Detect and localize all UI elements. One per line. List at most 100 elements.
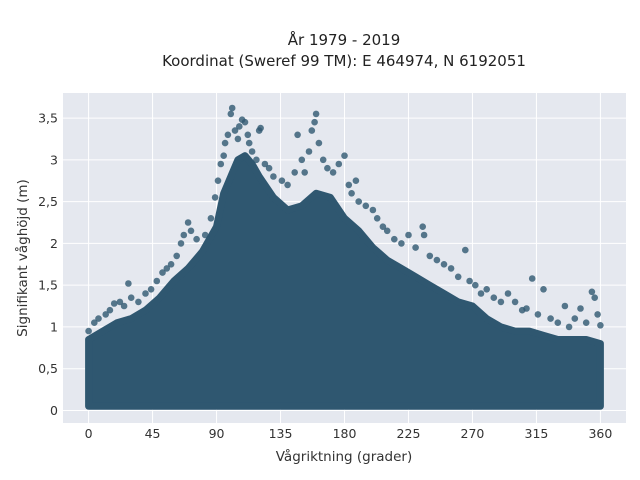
scatter-point [106, 306, 114, 314]
scatter-point [159, 269, 166, 276]
scatter-point [91, 319, 98, 327]
y-tick-label: 2 [50, 236, 58, 251]
scatter-point [221, 139, 229, 147]
scatter-point [173, 252, 180, 260]
scatter-point [483, 286, 491, 293]
scatter-point [597, 322, 604, 329]
scatter-point [253, 156, 260, 164]
y-tick-label: 3 [50, 152, 58, 167]
scatter-point [278, 177, 286, 184]
y-tick-label: 3,5 [38, 111, 58, 126]
scatter-point [308, 127, 316, 134]
scatter-point [305, 148, 313, 155]
scatter-point [167, 261, 175, 268]
scatter-point [228, 104, 236, 112]
x-tick-label: 135 [269, 426, 293, 441]
scatter-point [236, 123, 243, 130]
scatter-point [419, 223, 427, 230]
scatter-point [561, 302, 569, 310]
scatter-point [294, 131, 301, 139]
scatter-point [211, 194, 219, 201]
scatter-point [345, 181, 353, 189]
scatter-point [591, 294, 598, 302]
x-tick-label: 180 [333, 426, 357, 441]
y-axis-label: Signifikant våghöjd (m) [14, 179, 31, 337]
scatter-point [116, 298, 124, 306]
scatter-point [110, 300, 118, 307]
scatter-point [511, 298, 519, 306]
scatter-point [224, 131, 232, 139]
scatter-point [565, 323, 573, 331]
scatter-point [466, 277, 473, 285]
scatter-point [187, 227, 195, 235]
scatter-point [120, 302, 128, 310]
y-tick-label: 1 [50, 319, 58, 334]
scatter-point [373, 215, 381, 222]
scatter-point [369, 206, 377, 214]
scatter-point [257, 124, 264, 132]
scatter-point [324, 164, 331, 172]
scatter-point [319, 156, 327, 164]
scatter-density-body [85, 152, 604, 410]
scatter-point [220, 152, 227, 159]
y-tick-label: 2,5 [38, 194, 58, 209]
scatter-point [153, 277, 161, 285]
scatter-point [335, 160, 343, 168]
x-tick-label: 0 [85, 426, 93, 441]
scatter-point [329, 169, 337, 176]
scatter-point [201, 231, 209, 239]
chart-title-line-2: Koordinat (Sweref 99 TM): E 464974, N 61… [162, 52, 526, 70]
scatter-point [582, 319, 590, 327]
scatter-point [245, 139, 253, 147]
scatter-point [540, 286, 547, 293]
scatter-point [244, 131, 252, 139]
scatter-point [241, 118, 249, 126]
x-tick-label: 360 [588, 426, 612, 441]
scatter-point [405, 231, 412, 239]
y-tick-label: 1,5 [38, 278, 58, 293]
chart-title-line-1: År 1979 - 2019 [288, 30, 401, 49]
scatter-point [440, 261, 448, 268]
scatter-point [594, 311, 601, 318]
scatter-point [472, 281, 479, 289]
scatter-point [352, 177, 360, 184]
scatter-point [291, 169, 299, 176]
scatter-point [348, 190, 355, 197]
x-tick-label: 225 [397, 426, 421, 441]
scatter-point [462, 246, 469, 254]
scatter-point [534, 311, 542, 318]
scatter-point [523, 305, 530, 312]
scatter-point [355, 198, 363, 205]
x-tick-label: 315 [525, 426, 549, 441]
scatter-point [577, 305, 584, 312]
scatter-point [163, 265, 171, 272]
scatter-point [284, 181, 291, 189]
x-tick-label: 45 [145, 426, 161, 441]
scatter-point [554, 319, 562, 327]
scatter-point [214, 177, 222, 184]
scatter-point [265, 164, 273, 172]
y-tick-label: 0,5 [38, 361, 58, 376]
scatter-point [298, 156, 306, 164]
scatter-point [217, 160, 225, 168]
scatter-point [301, 169, 309, 176]
scatter-point [391, 235, 398, 243]
scatter-point [588, 288, 596, 296]
scatter-point [227, 110, 235, 118]
scatter-point [231, 127, 239, 134]
scatter-point [315, 139, 323, 147]
scatter-point [362, 202, 370, 210]
scatter-point [341, 152, 348, 159]
scatter-point [270, 173, 277, 180]
scatter-point [261, 160, 269, 168]
scatter-point [528, 275, 536, 282]
scatter-point [447, 265, 455, 272]
scatter-point [135, 298, 142, 306]
scatter-point [234, 135, 242, 143]
scatter-point [454, 273, 462, 281]
scatter-point [180, 231, 188, 239]
tick-labels: 0 45 90 135 180 225 270 315 360 0 0,5 1 1,5 2 2,5 3 3,5 [38, 111, 612, 441]
scatter-point [147, 286, 155, 293]
scatter-point [383, 227, 391, 235]
